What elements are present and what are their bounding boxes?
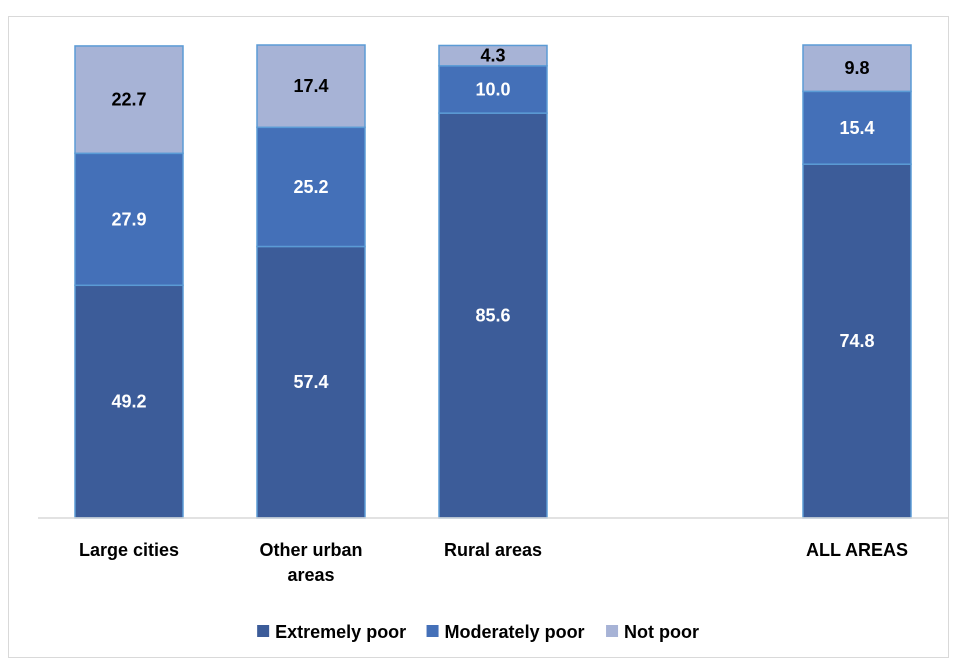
category-label: areas	[287, 565, 334, 585]
data-label: 85.6	[475, 306, 510, 326]
bar-segment-not-poor	[802, 44, 912, 93]
bar-segment-extremely-poor	[802, 163, 912, 519]
bar-segment-extremely-poor	[74, 284, 184, 519]
data-label: 27.9	[111, 209, 146, 229]
bar-segment-moderately-poor	[438, 65, 548, 114]
legend-item: Moderately poor	[426, 622, 585, 642]
data-label: 57.4	[293, 372, 328, 392]
data-label: 10.0	[475, 79, 510, 99]
category-label: Rural areas	[444, 540, 542, 560]
bar-segment-not-poor	[256, 44, 366, 129]
bar-segment-extremely-poor	[438, 112, 548, 519]
bar-segment-moderately-poor	[802, 90, 912, 165]
category-label: Large cities	[79, 540, 179, 560]
legend-item: Not poor	[606, 622, 699, 642]
bar-segment-extremely-poor	[256, 245, 366, 519]
data-label: 17.4	[293, 76, 328, 96]
data-label: 4.3	[480, 46, 505, 66]
data-label: 74.8	[839, 331, 874, 351]
legend-swatch	[606, 625, 619, 637]
data-label: 25.2	[293, 177, 328, 197]
category-label: ALL AREAS	[806, 540, 908, 560]
category-label: Other urban	[259, 540, 362, 560]
legend-label: Not poor	[624, 622, 699, 642]
legend-swatch	[426, 625, 439, 637]
bar-segment-moderately-poor	[256, 126, 366, 248]
data-label: 22.7	[111, 90, 146, 110]
data-label: 15.4	[839, 118, 874, 138]
legend-swatch	[257, 625, 270, 637]
legend-label: Extremely poor	[275, 622, 406, 642]
bar-segment-not-poor	[438, 44, 548, 67]
legend-item: Extremely poor	[257, 622, 406, 642]
data-label: 49.2	[111, 392, 146, 412]
data-label: 9.8	[844, 58, 869, 78]
bar-segment-not-poor	[74, 45, 184, 155]
legend-label: Moderately poor	[445, 622, 585, 642]
